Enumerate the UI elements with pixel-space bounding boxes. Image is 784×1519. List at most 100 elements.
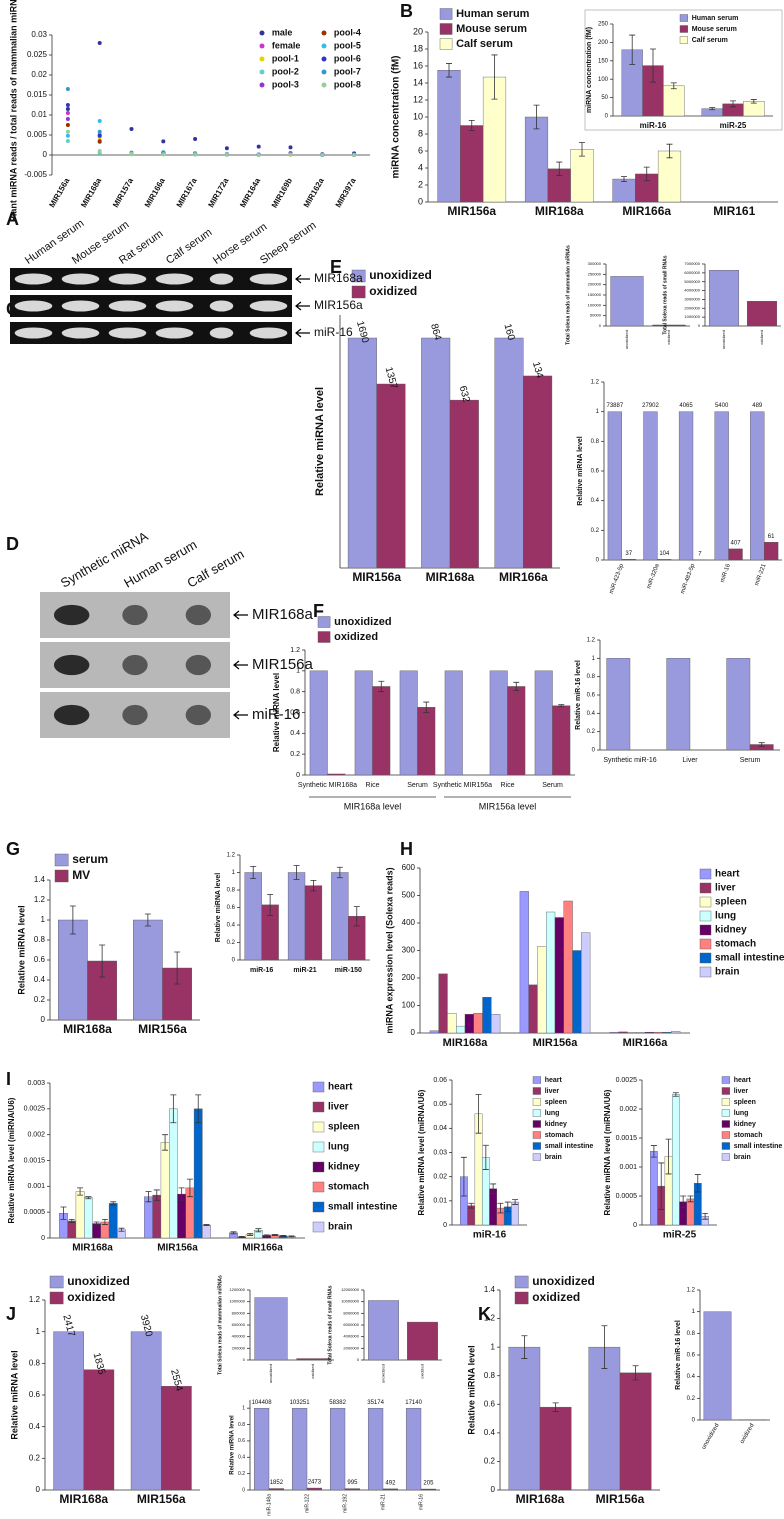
y-axis-label: miRNA concentration (fM) xyxy=(586,27,593,113)
error-bar xyxy=(255,1228,262,1233)
bar xyxy=(331,872,349,961)
y-tick-label: 300 xyxy=(402,946,416,955)
band xyxy=(209,327,234,339)
legend-swatch xyxy=(679,14,688,22)
error-bar xyxy=(512,1199,519,1205)
count-label: 160 xyxy=(501,323,516,342)
legend-label: liver xyxy=(734,1088,749,1095)
y-tick-label: 0.001 xyxy=(619,1164,637,1171)
x-tick-label: MIR166a xyxy=(623,1037,669,1049)
count-label: 104408 xyxy=(252,1400,273,1406)
bar xyxy=(534,670,553,776)
legend-label: oxidized xyxy=(334,631,378,643)
legend-swatch xyxy=(312,1081,325,1093)
y-tick-label: 1 xyxy=(592,656,596,662)
bar xyxy=(417,707,436,776)
legend-swatch xyxy=(699,952,712,964)
legend-swatch xyxy=(439,38,453,50)
y-tick-label: 300000 xyxy=(588,261,602,266)
x-tick-label: MIR166a xyxy=(622,204,671,218)
y-tick-label: 1.2 xyxy=(591,380,600,386)
y-tick-label: 50000 xyxy=(590,313,602,318)
count-label: 489 xyxy=(752,403,763,409)
y-tick-label: 0.4 xyxy=(591,498,600,504)
x-tick-label: Synthetic MIR156a xyxy=(433,782,492,789)
count-label: 4065 xyxy=(679,403,693,409)
legend-swatch xyxy=(439,8,453,20)
error-bar xyxy=(250,865,257,880)
y-tick-label: 0.002 xyxy=(27,1132,45,1139)
count-label: 1852 xyxy=(270,1480,284,1486)
legend-swatch xyxy=(532,1098,541,1106)
x-tick-label: oxidized xyxy=(310,1364,315,1379)
legend-label: kidney xyxy=(328,1162,360,1173)
error-bar xyxy=(521,1335,528,1359)
error-bar xyxy=(670,82,677,90)
bar xyxy=(482,997,492,1034)
y-tick-label: 0.03 xyxy=(433,1149,447,1156)
error-bar xyxy=(579,142,585,157)
band xyxy=(209,300,234,312)
error-bar xyxy=(247,1232,254,1236)
point xyxy=(256,144,261,149)
legend-swatch xyxy=(679,36,688,44)
x-tick-label: miR-150 xyxy=(335,967,362,974)
legend-label: oxidized xyxy=(67,1290,115,1304)
error-bar xyxy=(758,742,765,747)
error-bar xyxy=(730,100,736,108)
bar xyxy=(494,337,524,569)
bar xyxy=(491,1014,501,1034)
bar xyxy=(327,773,346,776)
bar xyxy=(254,1297,288,1361)
y-tick-label: 0.4 xyxy=(34,975,46,984)
x-tick-label: Serum xyxy=(542,782,563,789)
y-tick-label: 0.03 xyxy=(31,30,47,39)
bar xyxy=(347,337,377,569)
point xyxy=(65,87,70,91)
y-tick-label: 0 xyxy=(605,114,609,120)
y-tick-label: -0.005 xyxy=(24,170,47,179)
bar xyxy=(444,670,463,776)
y-tick-label: 800000 xyxy=(232,1310,246,1315)
y-tick-label: 1.2 xyxy=(587,638,596,644)
x-tick-label: Liver xyxy=(682,757,698,764)
legend-label: kidney xyxy=(545,1121,567,1128)
point xyxy=(65,123,70,127)
bar xyxy=(376,383,406,569)
bar xyxy=(304,885,323,961)
y-tick-label: 400000 xyxy=(232,1334,246,1339)
band xyxy=(53,654,90,676)
y-tick-label: 0 xyxy=(692,1418,696,1424)
bar xyxy=(746,301,778,327)
bar xyxy=(420,1488,437,1491)
y-axis-label: Relative miRNA level xyxy=(16,905,26,994)
y-tick-label: 1.2 xyxy=(687,1288,696,1294)
y-tick-label: 100 xyxy=(402,1001,416,1010)
legend-swatch xyxy=(351,285,366,299)
legend-label: heart xyxy=(715,869,740,880)
y-tick-label: 10 xyxy=(413,111,423,121)
legend-label: pool-8 xyxy=(334,79,361,89)
y-tick-label: 1.2 xyxy=(34,895,46,904)
y-axis-label: Relative miR-16 level xyxy=(575,660,582,730)
bar xyxy=(429,1030,439,1034)
y-tick-label: 1.4 xyxy=(34,875,46,884)
y-tick-label: 0.02 xyxy=(31,70,47,79)
y-tick-label: 0.0025 xyxy=(24,1106,46,1113)
panel-label: H xyxy=(400,839,413,859)
legend-swatch xyxy=(721,1098,730,1106)
y-tick-label: 200000 xyxy=(232,1345,246,1350)
bar xyxy=(161,1386,192,1491)
error-bar xyxy=(709,107,716,111)
point xyxy=(129,151,134,156)
y-tick-label: 0.06 xyxy=(433,1077,447,1084)
bar xyxy=(456,1025,466,1034)
bar xyxy=(464,1014,474,1034)
y-tick-label: 0 xyxy=(633,1222,637,1229)
bar xyxy=(714,411,729,561)
error-bar xyxy=(153,1189,160,1201)
band-label: miR-16 xyxy=(252,706,300,723)
legend-swatch xyxy=(699,910,712,922)
bar xyxy=(519,891,529,1034)
y-tick-label: 1 xyxy=(692,1309,696,1315)
